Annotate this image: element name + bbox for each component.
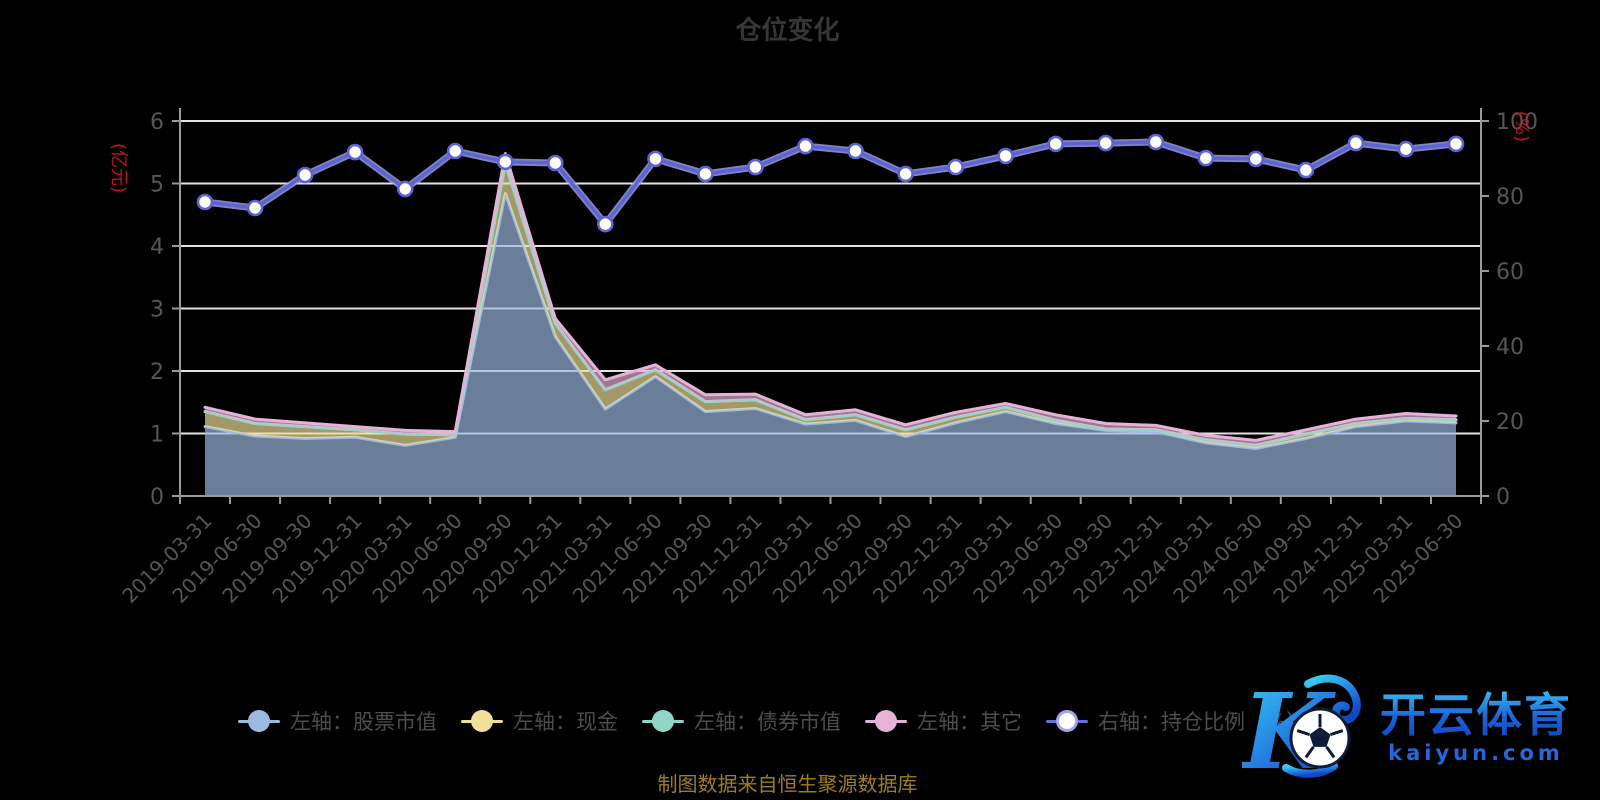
left-axis-tick-label: 0 bbox=[150, 485, 164, 510]
legend-item-other[interactable]: 左轴：其它 bbox=[865, 706, 1022, 736]
watermark-brand-text: 开云体育 bbox=[1380, 687, 1572, 742]
right-axis-tick-label: 60 bbox=[1496, 260, 1524, 285]
ratio-line-point[interactable] bbox=[997, 147, 1014, 165]
ratio-line-point[interactable] bbox=[1347, 134, 1365, 152]
area-series-bond[interactable] bbox=[205, 163, 1456, 446]
ratio-line-point[interactable] bbox=[1097, 134, 1114, 152]
right-axis-tick-label: 20 bbox=[1496, 410, 1524, 435]
ratio-line-point[interactable] bbox=[1197, 149, 1215, 167]
ratio-line-point[interactable] bbox=[546, 154, 564, 172]
ratio-line-point[interactable] bbox=[697, 165, 714, 183]
ratio-line-point[interactable] bbox=[747, 158, 764, 176]
ratio-line-point[interactable] bbox=[647, 150, 664, 168]
area-border-other bbox=[203, 152, 1458, 442]
legend-label-other: 左轴：其它 bbox=[917, 710, 1023, 734]
legend-item-stock[interactable]: 左轴：股票市值 bbox=[238, 706, 437, 736]
left-axis-tick-label: 1 bbox=[150, 423, 164, 448]
kaiyun-watermark-link[interactable]: K 开云体育 kaiyun.com bbox=[1242, 672, 1572, 784]
legend-item-cash[interactable]: 左轴：现金 bbox=[461, 706, 618, 736]
watermark-domain-text: kaiyun.com bbox=[1388, 741, 1564, 766]
area-series-other[interactable] bbox=[205, 153, 1456, 446]
area-series-cash[interactable] bbox=[205, 163, 1456, 449]
left-axis-tick-label: 3 bbox=[150, 298, 164, 323]
ratio-line[interactable] bbox=[203, 140, 1458, 226]
left-axis-tick-label: 2 bbox=[150, 360, 164, 385]
ratio-line-point[interactable] bbox=[797, 137, 814, 155]
ratio-line-point[interactable] bbox=[446, 142, 464, 160]
ratio-line-point[interactable] bbox=[396, 180, 414, 198]
legend-marker-cash-icon bbox=[461, 710, 504, 732]
ratio-line-point[interactable] bbox=[847, 142, 864, 160]
legend-label-ratio: 右轴：持仓比例（%） bbox=[1098, 710, 1307, 734]
ratio-line-point[interactable] bbox=[246, 199, 264, 217]
kaiyun-logo-icon: K bbox=[1242, 672, 1361, 784]
ratio-line-point[interactable] bbox=[1297, 161, 1315, 179]
chart-legend: 左轴：股票市值 左轴：现金 左轴：债券市值 左轴：其它 右轴：持仓比例（%） bbox=[0, 706, 1545, 736]
right-axis-tick-label: 0 bbox=[1496, 485, 1510, 510]
legend-marker-stock-icon bbox=[238, 710, 281, 732]
ratio-line-point[interactable] bbox=[296, 166, 314, 184]
legend-item-ratio[interactable]: 右轴：持仓比例（%） bbox=[1046, 706, 1307, 736]
legend-marker-other-icon bbox=[865, 710, 908, 732]
left-axis-unit-label: (亿元) bbox=[108, 142, 130, 194]
ratio-line-point[interactable] bbox=[1447, 135, 1465, 153]
right-axis-tick-label: 100 bbox=[1496, 110, 1538, 135]
area-border-cash bbox=[203, 162, 1458, 447]
legend-marker-bond-icon bbox=[642, 710, 685, 732]
ratio-line-point[interactable] bbox=[1047, 135, 1064, 153]
legend-label-cash: 左轴：现金 bbox=[513, 710, 619, 734]
ratio-line-point[interactable] bbox=[1397, 140, 1415, 158]
ratio-line-point[interactable] bbox=[1147, 133, 1165, 151]
left-axis-tick-label: 5 bbox=[150, 173, 164, 198]
footer-data-source-note: 制图数据来自恒生聚源数据库 bbox=[657, 772, 918, 796]
right-axis-tick-label: 80 bbox=[1496, 185, 1524, 210]
ratio-line-point[interactable] bbox=[947, 158, 964, 176]
right-axis-unit-label: (%) bbox=[1511, 110, 1533, 143]
ratio-line-point[interactable] bbox=[196, 193, 214, 211]
legend-label-stock: 左轴：股票市值 bbox=[290, 710, 438, 734]
area-series-stock[interactable] bbox=[205, 193, 1456, 497]
ratio-line-point[interactable] bbox=[346, 143, 364, 161]
area-border-stock bbox=[203, 192, 1458, 450]
left-axis-tick-label: 4 bbox=[150, 235, 164, 260]
legend-marker-ratio-icon bbox=[1046, 710, 1089, 732]
ratio-line-point[interactable] bbox=[897, 165, 914, 183]
legend-label-bond: 左轴：债券市值 bbox=[694, 710, 842, 734]
ratio-line-point[interactable] bbox=[496, 153, 514, 171]
chart-title: 仓位变化 bbox=[735, 16, 840, 46]
ratio-line-point[interactable] bbox=[1247, 150, 1265, 168]
legend-item-bond[interactable]: 左轴：债券市值 bbox=[642, 706, 841, 736]
area-border-bond bbox=[203, 162, 1458, 447]
ratio-line-point[interactable] bbox=[596, 215, 614, 233]
right-axis-tick-label: 40 bbox=[1496, 335, 1524, 360]
left-axis-tick-label: 6 bbox=[150, 110, 164, 135]
